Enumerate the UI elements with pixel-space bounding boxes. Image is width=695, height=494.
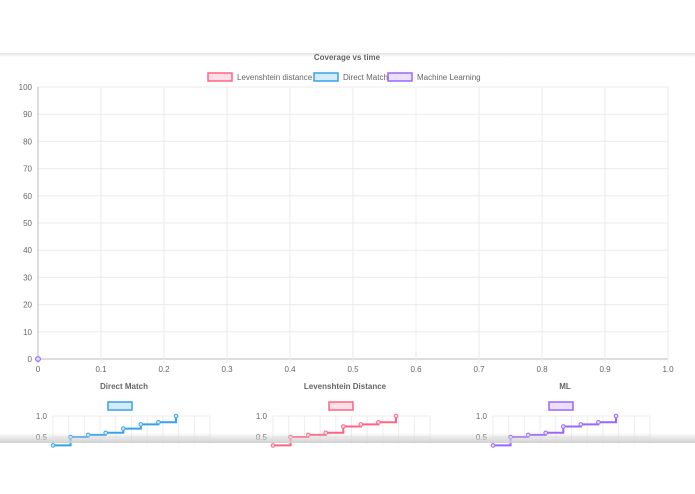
x-tick-label: 0.1 <box>95 365 107 374</box>
y-tick-label: 80 <box>23 137 32 146</box>
y-tick-label: 30 <box>23 273 32 282</box>
mini-y-tick-label: 1.0 <box>256 412 268 421</box>
mini-y-tick-label: 1.0 <box>36 412 48 421</box>
x-tick-label: 0.7 <box>473 365 485 374</box>
mini-legend-swatch <box>107 401 133 411</box>
mini-chart-title: Direct Match <box>100 382 148 391</box>
legend-swatch-2 <box>313 72 339 82</box>
mini-series-point <box>596 420 601 425</box>
y-tick-label: 0 <box>28 355 33 364</box>
y-tick-label: 60 <box>23 192 32 201</box>
mini-series-point <box>138 422 144 427</box>
mini-series-point <box>173 413 179 419</box>
mini-series-point <box>560 424 566 429</box>
mini-series-point <box>270 443 276 448</box>
mini-series-point <box>50 443 56 448</box>
y-tick-label: 20 <box>23 301 32 310</box>
mini-series-point <box>490 443 496 448</box>
mini-series-point <box>358 422 364 427</box>
mini-legend-swatch <box>548 401 574 411</box>
y-tick-label: 90 <box>23 110 32 119</box>
x-tick-label: 1.0 <box>662 365 674 374</box>
mini-series-point <box>340 424 346 429</box>
top-divider <box>0 53 695 57</box>
mini-series-point <box>578 422 584 427</box>
chart-title: Coverage vs time <box>314 53 381 62</box>
x-tick-label: 0.4 <box>284 365 296 374</box>
x-tick-label: 0.8 <box>536 365 548 374</box>
x-tick-label: 0.9 <box>599 365 611 374</box>
x-tick-label: 0.3 <box>221 365 233 374</box>
mini-series-point <box>120 426 126 431</box>
y-tick-label: 50 <box>23 219 32 228</box>
legend-swatch-1 <box>207 72 233 82</box>
mini-chart-title: Levenshtein Distance <box>304 382 387 391</box>
legend-label-1: Levenshtein distance <box>237 73 313 82</box>
mini-y-tick-label: 1.0 <box>476 412 488 421</box>
mini-legend-swatch <box>328 401 354 411</box>
y-tick-label: 40 <box>23 246 32 255</box>
series-point-3 <box>35 356 41 362</box>
y-tick-label: 100 <box>19 83 33 92</box>
x-tick-label: 0.6 <box>410 365 422 374</box>
x-tick-label: 0.2 <box>158 365 170 374</box>
bottom-fade <box>0 433 695 443</box>
mini-series-point <box>156 420 161 425</box>
y-tick-label: 70 <box>23 165 32 174</box>
x-tick-label: 0 <box>36 365 41 374</box>
mini-series-point <box>393 413 399 419</box>
mini-series-point <box>613 413 619 419</box>
y-tick-label: 10 <box>23 328 32 337</box>
mini-series-point <box>376 420 381 425</box>
mini-chart-title: ML <box>559 382 571 391</box>
legend-swatch-3 <box>387 72 413 82</box>
legend-label-3: Machine Learning <box>417 73 481 82</box>
x-tick-label: 0.5 <box>347 365 359 374</box>
legend-label-2: Direct Match <box>343 73 388 82</box>
